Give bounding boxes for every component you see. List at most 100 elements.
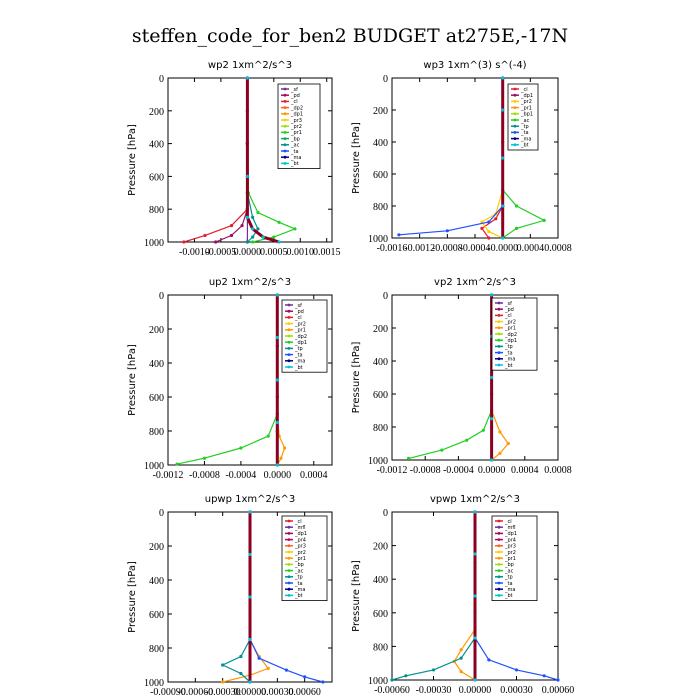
legend-label: _pd	[290, 93, 300, 99]
data-point	[277, 220, 281, 224]
data-point	[487, 230, 491, 234]
data-point	[473, 510, 477, 514]
x-tick-label: -0.0004	[225, 470, 256, 481]
legend-label: _pr1	[520, 105, 532, 111]
x-tick-label: -0.0008	[410, 465, 441, 476]
legend-label: _bp1	[520, 112, 533, 118]
legend-label: _pr1	[504, 326, 516, 332]
legend-marker	[513, 137, 517, 141]
y-tick-label: 200	[373, 542, 388, 553]
x-tick-label: -0.00060	[374, 685, 410, 696]
series-line-pr1	[453, 512, 476, 681]
data-point	[251, 235, 255, 239]
y-tick-label: 800	[373, 202, 388, 213]
legend-label: _bt	[504, 363, 513, 369]
data-point	[501, 108, 505, 112]
y-axis-label: Pressure [hPa]	[127, 344, 138, 416]
legend-label: _cl	[290, 99, 298, 105]
legend-marker	[283, 124, 287, 128]
legend-label: _mfl	[294, 525, 306, 531]
legend-marker	[513, 131, 517, 134]
x-tick-label: 0.00000	[459, 685, 492, 696]
legend-label: _bp	[290, 136, 300, 142]
y-tick-label: 0	[383, 74, 388, 85]
legend-label: _ta	[294, 581, 303, 587]
legend-label: _pd	[294, 309, 304, 315]
data-point	[248, 510, 252, 514]
x-tick-label: -0.0008	[189, 470, 220, 481]
y-axis-label: Pressure [hPa]	[351, 560, 362, 632]
legend-marker	[497, 307, 501, 311]
data-point	[473, 678, 477, 682]
legend-marker	[287, 309, 291, 313]
y-tick-label: 1000	[144, 678, 164, 689]
legend-marker	[287, 365, 291, 369]
legend-marker	[497, 525, 501, 529]
data-point	[501, 156, 505, 160]
y-tick-label: 200	[373, 324, 388, 335]
data-point	[501, 236, 505, 240]
data-point	[221, 663, 225, 667]
legend-marker	[497, 363, 501, 367]
y-tick-label: 0	[159, 291, 164, 302]
legend-marker	[287, 563, 291, 566]
legend-label: _ac	[290, 143, 300, 149]
y-tick-label: 400	[149, 576, 164, 587]
y-tick-label: 1000	[144, 461, 164, 472]
legend-marker	[287, 538, 291, 541]
data-point	[248, 552, 252, 557]
y-tick-label: 600	[149, 393, 164, 404]
series-line-tp	[221, 512, 251, 683]
figure-title: steffen_code_for_ben2 BUDGET at275E,-17N	[132, 25, 568, 47]
data-point	[275, 335, 279, 340]
legend-label: _pr1	[290, 130, 302, 136]
legend-label: _bp	[504, 562, 514, 568]
data-point	[490, 417, 494, 421]
data-point	[245, 76, 249, 80]
legend-label: _bt	[294, 365, 303, 371]
data-point	[239, 671, 243, 676]
legend-marker	[287, 340, 291, 344]
legend-marker	[497, 338, 501, 342]
x-tick-label: -0.0012	[377, 465, 408, 476]
data-point	[256, 210, 260, 215]
x-tick-label: -0.0016	[377, 243, 408, 254]
x-tick-label: -0.0005	[205, 247, 236, 258]
series-line-dp1	[176, 295, 278, 465]
legend-marker	[287, 581, 291, 585]
legend-label: _tp	[504, 344, 513, 350]
legend-label: _ta	[504, 350, 513, 356]
data-point	[481, 428, 485, 432]
data-point	[245, 240, 249, 244]
data-point	[266, 666, 270, 671]
y-tick-label: 1000	[368, 456, 388, 467]
legend-label: _cl	[294, 315, 302, 321]
data-point	[404, 674, 408, 678]
legend-marker	[287, 328, 291, 332]
y-axis-label: Pressure [hPa]	[127, 124, 138, 196]
legend-marker	[497, 332, 501, 336]
subplot-title: wp2 1xm^2/s^3	[208, 60, 292, 71]
series-line-pr2	[481, 78, 504, 239]
legend-marker	[287, 532, 291, 535]
plot-frame	[167, 77, 333, 243]
legend-label: _sf	[294, 303, 302, 309]
legend-marker	[283, 143, 287, 147]
legend-marker	[287, 587, 291, 591]
subplot-title: up2 1xm^2/s^3	[209, 277, 291, 288]
y-tick-label: 800	[373, 423, 388, 434]
data-point	[514, 204, 519, 208]
data-point	[459, 648, 463, 652]
series-line-pr1	[222, 512, 270, 683]
x-tick-label: 0.0015	[313, 247, 341, 258]
x-tick-label: -0.0010	[179, 247, 210, 258]
subplot-5: upwp 1xm^2/s^3 Pressure [hPa] 0 200 400 600 80…	[127, 494, 333, 698]
legend-marker	[497, 301, 501, 305]
legend-marker	[497, 575, 501, 579]
y-tick-label: 400	[373, 357, 388, 368]
data-point	[407, 456, 411, 460]
legend-label: _cl	[504, 313, 512, 319]
legend-label: _dp1	[504, 338, 517, 344]
x-tick-label: -0.0000	[487, 243, 518, 254]
